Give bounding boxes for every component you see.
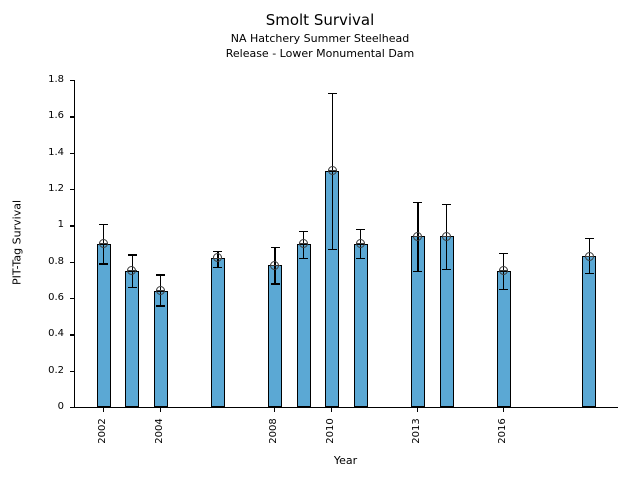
error-cap-bottom-2010	[327, 248, 337, 251]
bar-2002	[96, 243, 111, 407]
y-tick-1.2	[70, 189, 74, 191]
bar-2016	[496, 270, 511, 407]
error-cap-top-2002	[99, 223, 109, 225]
error-cap-top-2009	[299, 230, 309, 233]
error-cap-top-2008	[270, 247, 280, 249]
marker-cross-2013	[413, 235, 423, 237]
marker-cross-2008	[270, 264, 280, 266]
error-cap-bottom-2013	[413, 270, 423, 273]
error-cap-top-2003	[127, 254, 137, 256]
error-cap-top-2006	[213, 250, 223, 253]
error-cap-bottom-2019	[584, 272, 594, 274]
x-tick-2002	[102, 408, 104, 412]
x-tick-2010	[331, 408, 333, 412]
error-cap-bottom-2006	[213, 267, 223, 269]
error-cap-top-2011	[356, 228, 366, 231]
error-cap-bottom-2011	[356, 258, 366, 260]
x-tick-2016	[502, 408, 504, 412]
y-tick-label-1.2: 1.2	[48, 183, 64, 194]
y-tick-label-0.4: 0.4	[48, 328, 64, 340]
y-tick-0.4	[70, 334, 74, 336]
chart-title: Smolt Survival	[265, 11, 375, 29]
marker-cross-2003	[127, 270, 137, 272]
error-cap-bottom-2003	[127, 287, 137, 289]
y-tick-label-0.8: 0.8	[48, 255, 64, 267]
y-tick-label-0: 0	[57, 401, 64, 412]
marker-cross-2019	[584, 255, 594, 257]
bar-2019	[582, 256, 597, 407]
x-tick-2013	[416, 408, 419, 412]
chart-subtitle-line1: NA Hatchery Summer Steelhead	[230, 32, 410, 45]
y-tick-0	[70, 407, 74, 409]
marker-cross-2010	[327, 170, 337, 172]
bar-2004	[153, 290, 168, 407]
y-tick-0.2	[70, 370, 74, 372]
x-tick-label-2008: 2008	[268, 418, 280, 444]
x-tick-label-2002: 2002	[96, 418, 108, 444]
x-tick-label-2004: 2004	[153, 418, 165, 444]
x-tick-label-2016: 2016	[496, 418, 508, 444]
y-tick-label-1.4: 1.4	[48, 146, 64, 158]
y-tick-label-0.2: 0.2	[48, 364, 64, 376]
chart-subtitle-line2: Release - Lower Monumental Dam	[225, 47, 415, 60]
error-cap-top-2004	[156, 274, 166, 276]
error-cap-bottom-2009	[299, 258, 309, 260]
error-cap-bottom-2002	[99, 263, 109, 265]
error-cap-top-2010	[327, 92, 337, 94]
bar-2003	[125, 270, 140, 407]
error-cap-top-2013	[413, 201, 423, 203]
y-tick-1.4	[70, 152, 74, 154]
error-cap-bottom-2014	[442, 268, 452, 271]
error-cap-top-2019	[584, 238, 594, 240]
error-cap-top-2016	[499, 252, 509, 254]
y-tick-0.8	[70, 261, 74, 263]
bar-2009	[296, 243, 311, 407]
y-tick-label-0.6: 0.6	[48, 292, 64, 303]
y-tick-0.6	[70, 298, 74, 300]
x-tick-label-2010: 2010	[325, 418, 337, 444]
marker-cross-2004	[156, 290, 166, 292]
x-axis-label: Year	[333, 454, 358, 467]
y-tick-label-1.8: 1.8	[48, 74, 64, 85]
marker-cross-2014	[442, 235, 452, 237]
x-tick-2008	[274, 408, 276, 412]
marker-cross-2011	[356, 243, 366, 244]
error-cap-bottom-2004	[156, 305, 166, 307]
marker-cross-2009	[299, 243, 309, 244]
error-cap-bottom-2016	[499, 288, 509, 291]
y-tick-1.6	[70, 116, 74, 118]
bar-2011	[353, 243, 368, 407]
y-tick-1.8	[70, 80, 74, 82]
error-cap-top-2014	[442, 203, 452, 205]
bar-2008	[268, 265, 283, 407]
y-tick-label-1.6: 1.6	[48, 110, 64, 122]
error-cap-bottom-2008	[270, 283, 280, 285]
x-tick-2004	[159, 408, 161, 412]
marker-cross-2006	[213, 257, 223, 259]
x-tick-label-2013: 2013	[410, 418, 422, 444]
bar-2006	[210, 258, 225, 407]
plot-area	[74, 80, 618, 408]
marker-cross-2016	[499, 270, 509, 272]
y-tick-label-1: 1	[57, 219, 64, 231]
marker-cross-2002	[99, 243, 109, 244]
y-tick-1	[70, 225, 74, 227]
